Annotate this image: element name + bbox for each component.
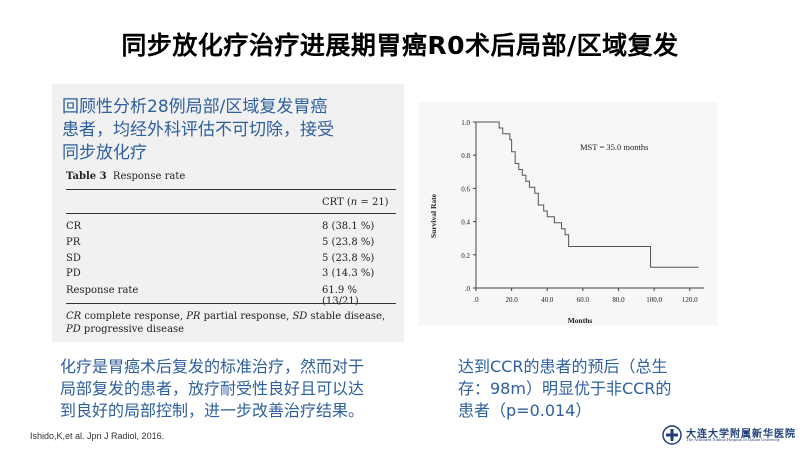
hospital-logo: 大连大学附属新华医院 The Affiliated Xinhua Hospita…: [662, 424, 795, 446]
chart-annotation: MST = 35.0 months: [580, 142, 648, 152]
survival-chart: .0 0.2 0.4 0.6 0.8 1.0 .0 20.0 40.0 60.0 80.0 100.…: [429, 119, 704, 325]
y-axis-label: Survival Rate: [429, 193, 438, 238]
table-row-label: PD: [66, 268, 81, 279]
table-caption-number: Table 3: [66, 171, 107, 182]
table-footnote: CR complete response, PR partial respons…: [66, 311, 386, 335]
table-row-value: 8 (38.1 %): [322, 221, 375, 232]
table-column-header: CRT (n = 21): [322, 197, 389, 208]
x-axis-label: Months: [568, 316, 593, 325]
table-header-rule: [66, 213, 396, 214]
table-row-label: CR: [66, 221, 82, 232]
x-tick-label: 40.0: [541, 296, 554, 304]
table-row: PR 5 (23.8 %): [66, 237, 396, 251]
conclusion-left-line: 化疗是胃癌术后复发的标准治疗，然而对于: [60, 357, 365, 376]
table-caption: Table 3 Response rate: [66, 171, 185, 182]
y-tick-label: 0.4: [461, 219, 470, 227]
y-tick-label: 0.8: [461, 152, 470, 160]
citation: Ishido,K,et al. Jpn J Radiol, 2016.: [30, 431, 165, 441]
x-tick-label: .0: [473, 296, 479, 304]
x-tick-label: 60.0: [577, 296, 590, 304]
table-row: CR 8 (38.1 %): [66, 221, 396, 235]
y-tick-label: 1.0: [461, 119, 470, 127]
y-tick-label: 0.2: [461, 252, 470, 260]
table-row: PD 3 (14.3 %): [66, 268, 396, 282]
conclusion-left-line: 到良好的局部控制，进一步改善治疗结果。: [60, 401, 365, 420]
table-row-label: PR: [66, 237, 81, 248]
table-row-value: 5 (23.8 %): [322, 237, 375, 248]
table-caption-title: Response rate: [112, 171, 186, 182]
conclusion-right-line: 患者（p=0.014）: [458, 401, 592, 420]
intro-line: 回顾性分析28例局部/区域复发胃癌: [62, 97, 328, 117]
conclusion-right: 达到CCR的患者的预后（总生 存：98m）明显优于非CCR的 患者（p=0.01…: [458, 356, 758, 422]
conclusion-right-line: 存：98m）明显优于非CCR的: [458, 379, 672, 398]
x-tick-label: 120.0: [682, 296, 698, 304]
conclusion-right-line: 达到CCR的患者的预后（总生: [458, 357, 668, 376]
survival-curve: [476, 121, 699, 268]
conclusion-left: 化疗是胃癌术后复发的标准治疗，然而对于 局部复发的患者，放疗耐受性良好且可以达 …: [60, 356, 420, 422]
slide-title: 同步放化疗治疗进展期胃癌R0术后局部/区域复发: [121, 31, 679, 60]
intro-line: 患者，均经外科评估不可切除，接受: [62, 120, 334, 140]
x-tick-labels: .0 20.0 40.0 60.0 80.0 100.0 120.0: [473, 288, 698, 304]
x-tick-label: 80.0: [612, 296, 625, 304]
hospital-name: 大连大学附属新华医院: [686, 429, 796, 440]
y-tick-label: .0: [465, 285, 471, 293]
hospital-emblem-icon: [662, 425, 682, 445]
y-tick-labels: .0 0.2 0.4 0.6 0.8 1.0: [461, 119, 476, 293]
chart-panel: [418, 102, 718, 326]
conclusion-left-line: 局部复发的患者，放疗耐受性良好且可以达: [60, 379, 365, 398]
y-tick-label: 0.6: [461, 185, 470, 193]
table-row: SD 5 (23.8 %): [66, 253, 396, 267]
table-row: Response rate 61.9 % (13/21): [66, 285, 396, 307]
table-row-value: 5 (23.8 %): [322, 253, 375, 264]
x-tick-label: 100.0: [646, 296, 662, 304]
hospital-name-english: The Affiliated Xinhua Hospital of Dalian…: [686, 437, 781, 442]
table-row-value: 3 (14.3 %): [322, 268, 375, 279]
x-tick-label: 20.0: [506, 296, 519, 304]
intro-line: 同步放化疗: [62, 143, 147, 163]
table-bottom-rule: [66, 303, 396, 304]
intro-text: 回顾性分析28例局部/区域复发胃癌 患者，均经外科评估不可切除，接受 同步放化疗: [62, 96, 402, 165]
table-row-label: Response rate: [66, 285, 139, 296]
table-row-label: SD: [66, 253, 81, 264]
chart-axes: [475, 122, 704, 289]
table-top-rule: [66, 189, 396, 190]
table-row-value: 61.9 % (13/21): [322, 285, 359, 307]
